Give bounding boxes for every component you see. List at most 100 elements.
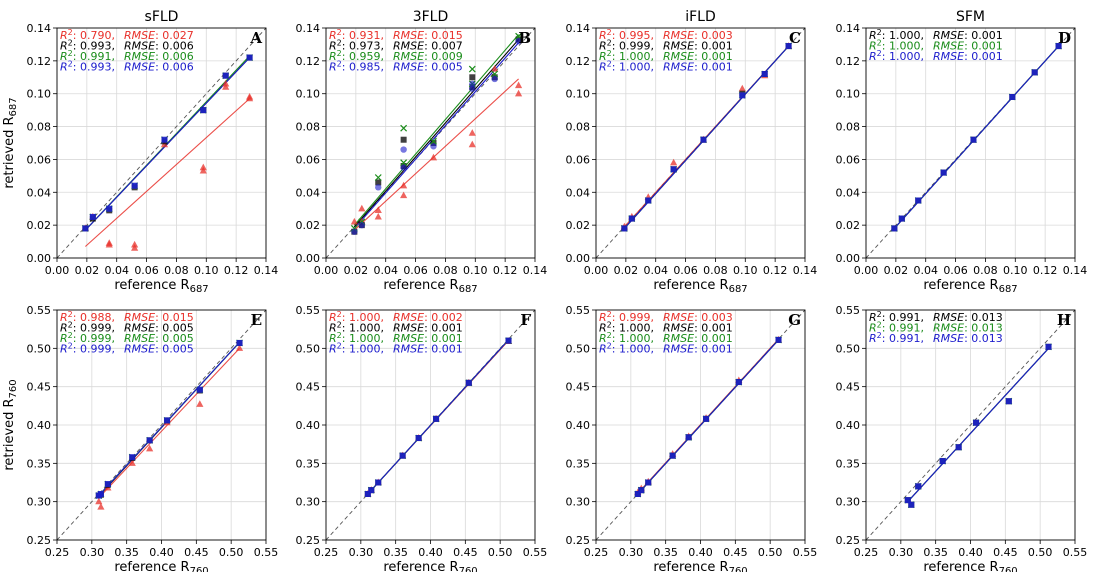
one-to-one-line — [56, 309, 267, 541]
blue-square-point — [131, 182, 138, 189]
red-rmse-label: RMSE: 0.003 — [663, 311, 733, 324]
red-triangle-point — [514, 89, 523, 97]
panel-title: 3FLD — [413, 9, 449, 25]
x-tick-label: 0.40 — [149, 546, 174, 559]
blue-square-point — [161, 136, 168, 143]
x-tick-label: 0.04 — [913, 264, 938, 277]
x-tick-label: 0.08 — [703, 264, 728, 277]
green-rmse-label: RMSE: 0.001 — [933, 40, 1003, 53]
blue-r2-label: R2: 1.000, — [329, 342, 384, 356]
panel-letter: F — [520, 311, 531, 329]
red-triangle-point — [468, 129, 476, 136]
x-tick-label: 0.12 — [224, 264, 249, 277]
green-x-point — [374, 174, 382, 181]
y-tick-label: 0.30 — [27, 496, 52, 509]
x-tick-label: 0.35 — [653, 546, 678, 559]
y-tick-label: 0.35 — [296, 457, 321, 470]
blue-square-point — [89, 213, 96, 220]
blue-square-point — [891, 225, 898, 232]
x-tick-label: 0.08 — [433, 264, 458, 277]
x-tick-label: 0.40 — [688, 546, 713, 559]
panel-g: 0.25 0.30 0.35 0.40 0.45 0.50 0.55 0.25 0.30 0.35… — [566, 304, 818, 572]
black-r2-label: R2: 0.993, — [60, 39, 115, 53]
red-r2-label: R2: 0.790, — [60, 28, 115, 42]
panel-d: 0.00 0.02 0.04 0.06 0.08 0.10 0.12 0.14 0.00 0.02… — [836, 9, 1088, 295]
black-square-point — [469, 74, 476, 81]
x-tick-label: 0.02 — [614, 264, 639, 277]
blue-rmse-label: RMSE: 0.001 — [663, 343, 733, 356]
y-tick-label: 0.06 — [566, 153, 591, 166]
y-axis-label: retrieved R760 — [2, 379, 19, 470]
x-tick-label: 0.50 — [488, 546, 513, 559]
y-tick-label: 0.25 — [27, 534, 52, 547]
red-r2-label: R2: 1.000, — [329, 310, 384, 324]
x-tick-label: 0.06 — [134, 264, 159, 277]
blue-square-point — [433, 415, 440, 422]
red-triangle-point — [374, 212, 382, 220]
x-tick-label: 0.25 — [854, 546, 879, 559]
y-tick-label: 0.10 — [27, 88, 52, 101]
y-tick-label: 0.14 — [27, 22, 52, 35]
blue-r2-label: R2: 0.999, — [60, 342, 115, 356]
panel-h: 0.25 0.30 0.35 0.40 0.45 0.50 0.55 0.25 0.30 0.35… — [836, 304, 1088, 572]
x-tick-label: 0.50 — [758, 546, 783, 559]
x-tick-label: 0.55 — [793, 546, 818, 559]
green-r2-label: R2: 0.999, — [60, 331, 115, 345]
x-tick-label: 0.00 — [854, 264, 879, 277]
green-r2-label: R2: 0.991, — [60, 49, 115, 63]
green-rmse-label: RMSE: 0.001 — [663, 332, 733, 345]
green-rmse-label: RMSE: 0.001 — [393, 332, 463, 345]
y-tick-label: 0.00 — [836, 252, 861, 265]
red-triangle-point — [128, 459, 136, 466]
blue-square-point — [669, 452, 676, 459]
blue-square-point — [104, 481, 111, 488]
blue-square-point — [106, 205, 113, 212]
panel-title: sFLD — [145, 9, 179, 25]
green-x-point — [468, 65, 476, 73]
green-x-point — [400, 124, 408, 132]
y-tick-label: 0.55 — [566, 304, 591, 317]
y-tick-label: 0.10 — [296, 88, 321, 101]
blue-square-point — [645, 479, 652, 486]
red-triangle-point — [196, 400, 204, 407]
x-tick-label: 0.50 — [219, 546, 244, 559]
blue-square-point — [200, 107, 207, 114]
green-rmse-label: RMSE: 0.001 — [663, 50, 733, 63]
blue-square-point — [415, 435, 422, 442]
blue-circle-point — [430, 143, 437, 150]
panel-letter: B — [518, 29, 531, 47]
red-triangle-point — [146, 444, 154, 452]
y-tick-label: 0.02 — [836, 219, 861, 232]
y-tick-label: 0.02 — [566, 219, 591, 232]
blue-circle-point — [400, 146, 407, 153]
panel-f: 0.25 0.30 0.35 0.40 0.45 0.50 0.55 0.25 0.30 0.35… — [296, 304, 548, 572]
black-rmse-label: RMSE: 0.005 — [124, 322, 194, 335]
black-fit-line — [353, 39, 519, 228]
x-axis-label: reference R760 — [923, 560, 1017, 572]
red-rmse-label: RMSE: 0.015 — [393, 29, 463, 42]
blue-circle-point — [375, 184, 382, 191]
blue-square-point — [634, 491, 641, 497]
blue-square-point — [399, 452, 406, 459]
x-tick-label: 0.08 — [973, 264, 998, 277]
x-tick-label: 0.55 — [254, 546, 279, 559]
y-tick-label: 0.55 — [836, 304, 861, 317]
blue-square-point — [146, 437, 153, 444]
x-tick-label: 0.10 — [733, 264, 758, 277]
x-tick-label: 0.25 — [45, 546, 70, 559]
axes-frame — [595, 27, 806, 259]
blue-rmse-label: RMSE: 0.006 — [124, 61, 194, 74]
y-tick-label: 0.06 — [296, 153, 321, 166]
blue-square-point — [915, 197, 922, 204]
black-rmse-label: RMSE: 0.001 — [663, 322, 733, 335]
blue-square-point — [1045, 343, 1052, 350]
red-triangle-point — [350, 217, 358, 225]
blue-square-point — [196, 386, 203, 393]
green-x-point — [430, 137, 437, 145]
x-tick-label: 0.12 — [1033, 264, 1058, 277]
blue-circle-point — [515, 37, 522, 45]
blue-square-point — [785, 43, 792, 50]
black-square-point — [400, 136, 407, 143]
one-to-one-line — [865, 309, 1076, 541]
